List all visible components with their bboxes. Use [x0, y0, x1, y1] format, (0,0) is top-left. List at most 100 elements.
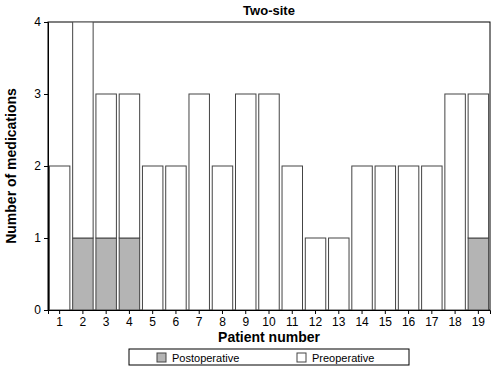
x-tick-label: 2: [80, 315, 87, 329]
x-tick-label: 14: [355, 315, 369, 329]
bar: [73, 238, 93, 310]
x-tick-label: 4: [126, 315, 133, 329]
x-tick: 2: [80, 310, 87, 329]
x-axis-title: Patient number: [218, 329, 320, 345]
series-1: [49, 22, 488, 310]
bar: [468, 94, 488, 238]
x-tick-label: 12: [309, 315, 323, 329]
x-tick-mark: [315, 310, 316, 314]
legend-swatch: [297, 353, 306, 362]
bar: [329, 238, 349, 310]
x-tick-label: 6: [173, 315, 180, 329]
legend-label: Preoperative: [312, 352, 374, 364]
bar: [189, 94, 209, 310]
y-tick-label: 2: [34, 159, 41, 173]
x-tick-label: 18: [448, 315, 462, 329]
y-tick-mark: [44, 166, 48, 167]
title: Two-site: [243, 3, 295, 18]
bar: [119, 238, 139, 310]
x-tick-mark: [199, 310, 200, 314]
x-tick-mark: [106, 310, 107, 314]
chart: 0123412345678910111213141516171819Two-si…: [0, 0, 500, 368]
bar: [445, 94, 465, 310]
x-tick-mark: [269, 310, 270, 314]
x-tick-mark: [175, 310, 176, 314]
y-tick: 4: [34, 15, 48, 29]
x-tick: 12: [309, 310, 323, 329]
bar: [422, 166, 442, 310]
x-tick-label: 13: [332, 315, 346, 329]
x-tick-mark: [431, 310, 432, 314]
y-tick-label: 3: [34, 87, 41, 101]
x-tick-mark: [292, 310, 293, 314]
x-tick-mark: [455, 310, 456, 314]
bar: [468, 238, 488, 310]
x-tick-label: 15: [379, 315, 393, 329]
bar: [212, 166, 232, 310]
legend-label: Postoperative: [172, 352, 239, 364]
bar: [259, 94, 279, 310]
bar: [398, 166, 418, 310]
y-tick-mark: [44, 310, 48, 311]
y-axis-title: Number of medications: [3, 88, 19, 244]
bar: [49, 166, 69, 310]
bar: [375, 166, 395, 310]
x-tick-label: 5: [149, 315, 156, 329]
x-tick: 13: [332, 310, 346, 329]
x-tick: 19: [472, 310, 486, 329]
x-tick-mark: [152, 310, 153, 314]
x-tick: 6: [173, 310, 180, 329]
x-tick-label: 1: [56, 315, 63, 329]
x-tick-label: 17: [425, 315, 439, 329]
x-tick: 18: [448, 310, 462, 329]
x-tick: 7: [196, 310, 203, 329]
x-tick: 16: [402, 310, 416, 329]
y-tick-label: 4: [34, 15, 41, 29]
bar: [166, 166, 186, 310]
x-tick-label: 7: [196, 315, 203, 329]
x-tick: 3: [103, 310, 110, 329]
x-tick: 8: [219, 310, 226, 329]
x-tick-label: 11: [286, 315, 299, 329]
x-tick-mark: [408, 310, 409, 314]
x-tick: 9: [242, 310, 249, 329]
plot-frame: [48, 22, 490, 310]
x-tick: 14: [355, 310, 369, 329]
x-tick-label: 8: [219, 315, 226, 329]
bar: [96, 238, 116, 310]
y-axis: 0 1 2 3 4: [34, 15, 48, 317]
x-tick-mark: [222, 310, 223, 314]
legend-box: [129, 349, 409, 365]
y-tick: 2: [34, 159, 48, 173]
y-tick-label: 0: [34, 303, 41, 317]
x-axis: 12345678910111213141516171819: [49, 310, 491, 329]
y-tick: 0: [34, 303, 48, 317]
bar: [352, 166, 372, 310]
bar: [142, 166, 162, 310]
legend: Postoperative Preoperative: [129, 349, 409, 365]
x-tick-mark: [385, 310, 386, 314]
x-tick-label: 3: [103, 315, 110, 329]
bar: [119, 94, 139, 238]
bar: [282, 166, 302, 310]
y-tick-label: 1: [34, 231, 41, 245]
x-tick: 5: [149, 310, 156, 329]
x-tick-mark: [478, 310, 479, 314]
x-tick-mark: [59, 310, 60, 314]
y-tick: 1: [34, 231, 48, 245]
bar: [305, 238, 325, 310]
x-tick-label: 10: [262, 315, 276, 329]
y-tick-mark: [44, 94, 48, 95]
x-tick: 10: [262, 310, 276, 329]
y-tick-mark: [44, 22, 48, 23]
x-tick-mark: [129, 310, 130, 314]
y-tick: 3: [34, 87, 48, 101]
x-tick-mark: [82, 310, 83, 314]
x-tick-mark: [362, 310, 363, 314]
x-axis-line: [49, 311, 491, 315]
x-tick: 15: [379, 310, 393, 329]
x-tick-mark: [338, 310, 339, 314]
bars: [49, 22, 488, 310]
x-tick: 1: [56, 310, 63, 329]
bar: [73, 22, 93, 238]
